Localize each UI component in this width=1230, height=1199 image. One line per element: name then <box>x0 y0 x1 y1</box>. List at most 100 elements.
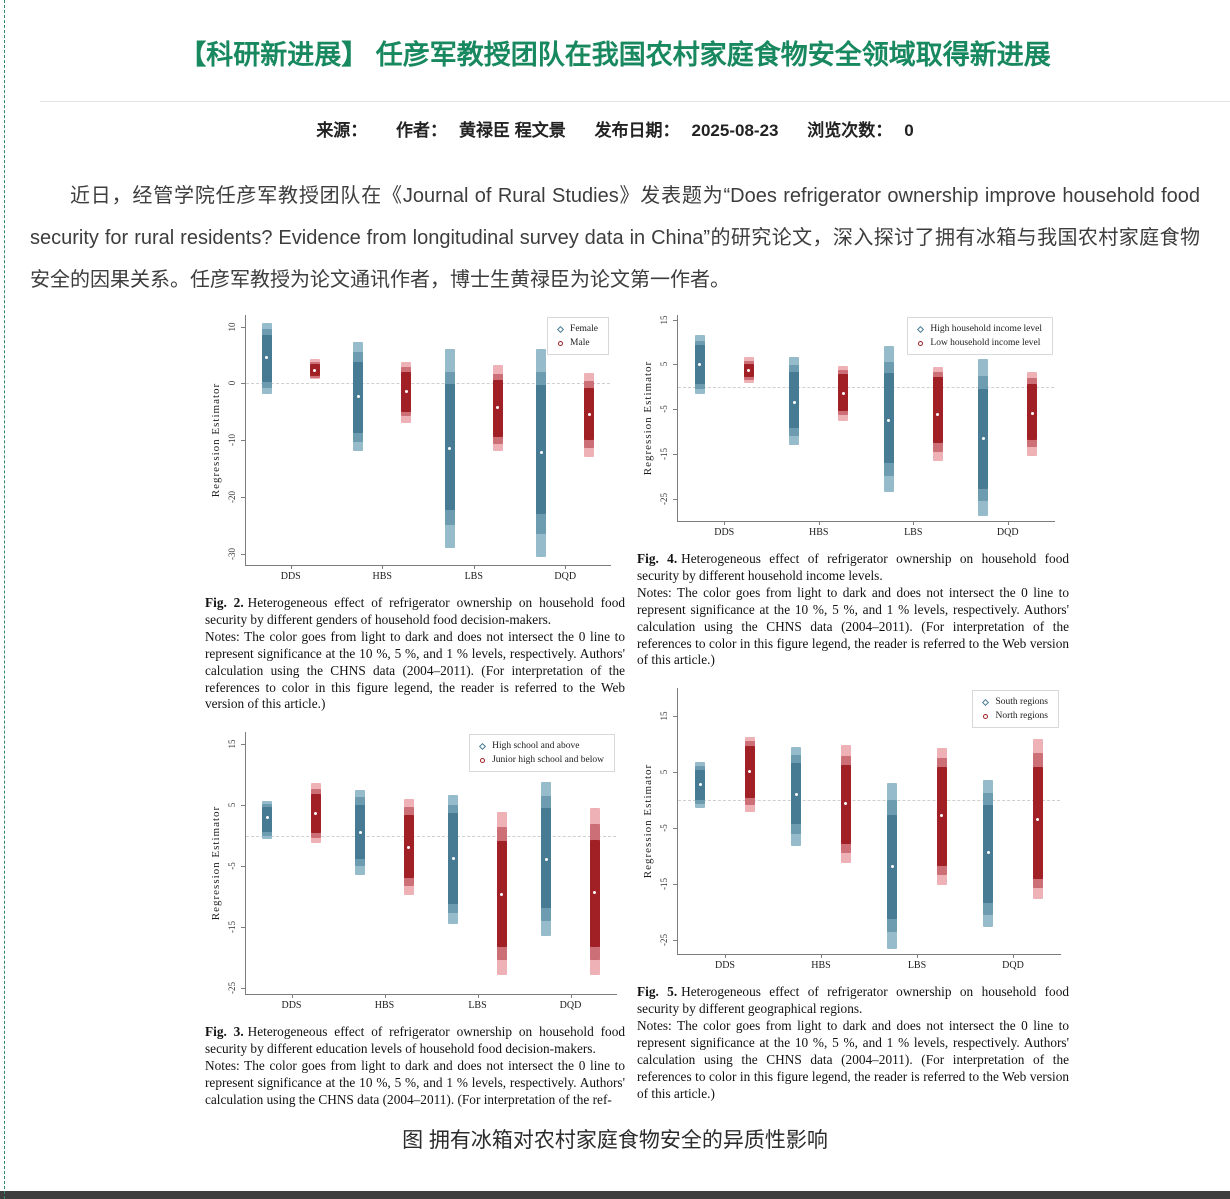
legend-label: Low household income level <box>930 338 1041 349</box>
figure-caption: Fig. 4. Heterogeneous effect of refrigera… <box>637 551 1069 585</box>
y-tick-label: -5 <box>227 862 237 871</box>
legend: Female Male <box>547 317 609 356</box>
diamond-marker-icon <box>556 325 565 333</box>
fig2-caption: Fig. 2. Heterogeneous effect of refrigera… <box>205 595 625 713</box>
figure-notes: Notes: The color goes from light to dark… <box>205 628 625 712</box>
x-category-label: HBS <box>811 960 831 972</box>
figures-area: 10 0 -10 -20 -30 Regression Estimator DDS HBS LB… <box>0 309 1230 1122</box>
x-tick <box>384 994 386 999</box>
x-tick <box>477 994 479 999</box>
x-tick <box>382 565 384 570</box>
x-category-label: HBS <box>372 571 392 583</box>
x-category-label: LBS <box>907 960 927 972</box>
y-tick-label: -5 <box>659 824 669 833</box>
point-estimate-marker <box>986 851 990 855</box>
y-tick-label: -10 <box>227 434 237 447</box>
y-tick-label: -30 <box>227 547 237 560</box>
point-estimate-marker <box>887 418 891 422</box>
y-tick-label: -15 <box>659 447 669 460</box>
figure-caption: Fig. 5. Heterogeneous effect of refrigera… <box>637 984 1069 1018</box>
legend: High household income level Low household… <box>907 317 1053 356</box>
point-estimate-marker <box>1036 817 1040 821</box>
x-category-label: DQD <box>559 1000 582 1012</box>
y-tick-label: 5 <box>659 362 669 367</box>
legend: High school and above Junior high school … <box>469 734 615 773</box>
figure-title: Heterogeneous effect of refrigerator own… <box>637 984 1069 1017</box>
point-estimate-marker <box>698 363 702 367</box>
point-estimate-marker <box>539 450 543 454</box>
legend-entry: High household income level <box>917 324 1042 334</box>
x-tick <box>1013 954 1014 959</box>
y-tick-label: -25 <box>659 934 669 947</box>
y-tick <box>673 409 677 411</box>
legend-entry: North regions <box>983 711 1048 721</box>
point-estimate-marker <box>844 802 848 806</box>
point-estimate-marker <box>314 811 318 815</box>
y-tick <box>241 866 245 868</box>
figure-notes: Notes: The color goes from light to dark… <box>637 1018 1069 1101</box>
y-axis <box>677 688 678 955</box>
x-category-label: DDS <box>281 1000 302 1012</box>
figures-column-left: 10 0 -10 -20 -30 Regression Estimator DDS HBS LB… <box>205 309 625 1122</box>
interval-band-inner <box>883 373 894 464</box>
figure-title: Heterogeneous effect of refrigerator own… <box>205 595 625 628</box>
x-category-label: DDS <box>280 571 301 583</box>
y-tick <box>673 364 677 366</box>
legend-label: South regions <box>995 697 1048 708</box>
x-category-label: LBS <box>468 1000 487 1012</box>
point-estimate-marker <box>890 865 894 869</box>
y-tick <box>241 383 245 385</box>
fig2-chart: 10 0 -10 -20 -30 Regression Estimator DDS HBS LB… <box>205 309 617 590</box>
zero-baseline <box>678 386 1054 388</box>
article-paragraph: 近日，经管学院任彦军教授团队在《Journal of Rural Studies… <box>30 185 1200 292</box>
point-estimate-marker <box>265 356 269 360</box>
y-tick <box>673 828 677 830</box>
figure-block-fig2: 10 0 -10 -20 -30 Regression Estimator DDS HBS LB… <box>205 309 625 713</box>
y-tick <box>673 940 677 942</box>
meta-bar: 来源： 作者： 黄禄臣 程文景 发布日期： 2025-08-23 浏览次数： 0 <box>0 116 1230 141</box>
diamond-marker-icon <box>917 325 925 333</box>
legend-label: High school and above <box>492 741 580 752</box>
y-tick <box>673 498 677 500</box>
fig5-chart: 15 5 -5 -15 -25 Regression Estimator DDS HBS LBS… <box>637 682 1067 979</box>
figure-block-fig3: 15 5 -5 -15 -25 Regression Estimator DDS HBS LBS… <box>205 726 625 1108</box>
y-axis <box>677 315 678 522</box>
y-tick-label: 15 <box>659 711 669 721</box>
point-estimate-marker <box>940 814 944 818</box>
y-tick <box>241 496 245 498</box>
figure-caption: Fig. 3. Heterogeneous effect of refrigera… <box>205 1024 625 1058</box>
y-tick <box>673 453 677 455</box>
legend-label: North regions <box>995 711 1048 722</box>
y-tick-label: -25 <box>659 492 669 505</box>
x-tick <box>290 565 292 570</box>
figure-label: Fig. 5. <box>637 984 678 1000</box>
y-tick-label: -15 <box>227 921 237 934</box>
y-tick-label: 5 <box>659 770 669 775</box>
figure-label: Fig. 3. <box>205 1024 244 1040</box>
views-value: 0 <box>904 121 914 141</box>
x-tick <box>913 521 915 526</box>
circle-marker-icon <box>558 340 564 346</box>
x-axis <box>245 565 611 567</box>
y-tick <box>241 553 245 555</box>
interval-band-inner <box>789 372 800 429</box>
y-tick-label: -15 <box>659 878 669 891</box>
legend-entry: Low household income level <box>918 338 1042 348</box>
legend-entry: South regions <box>982 697 1048 708</box>
point-estimate-marker <box>792 400 796 404</box>
point-estimate-marker <box>1030 411 1034 415</box>
views-label: 浏览次数： <box>807 121 893 141</box>
diamond-marker-icon <box>479 742 487 750</box>
zero-baseline <box>246 835 616 837</box>
y-axis-title: Regression Estimator <box>210 806 222 921</box>
point-estimate-marker <box>544 857 548 861</box>
x-category-label: DQD <box>1002 960 1024 972</box>
point-estimate-marker <box>404 390 408 394</box>
y-tick <box>673 716 677 718</box>
point-estimate-marker <box>794 793 798 797</box>
date-value: 2025-08-23 <box>691 121 779 141</box>
circle-marker-icon <box>918 340 924 346</box>
interval-band-inner <box>262 807 273 833</box>
y-axis-title: Regression Estimator <box>642 764 654 879</box>
